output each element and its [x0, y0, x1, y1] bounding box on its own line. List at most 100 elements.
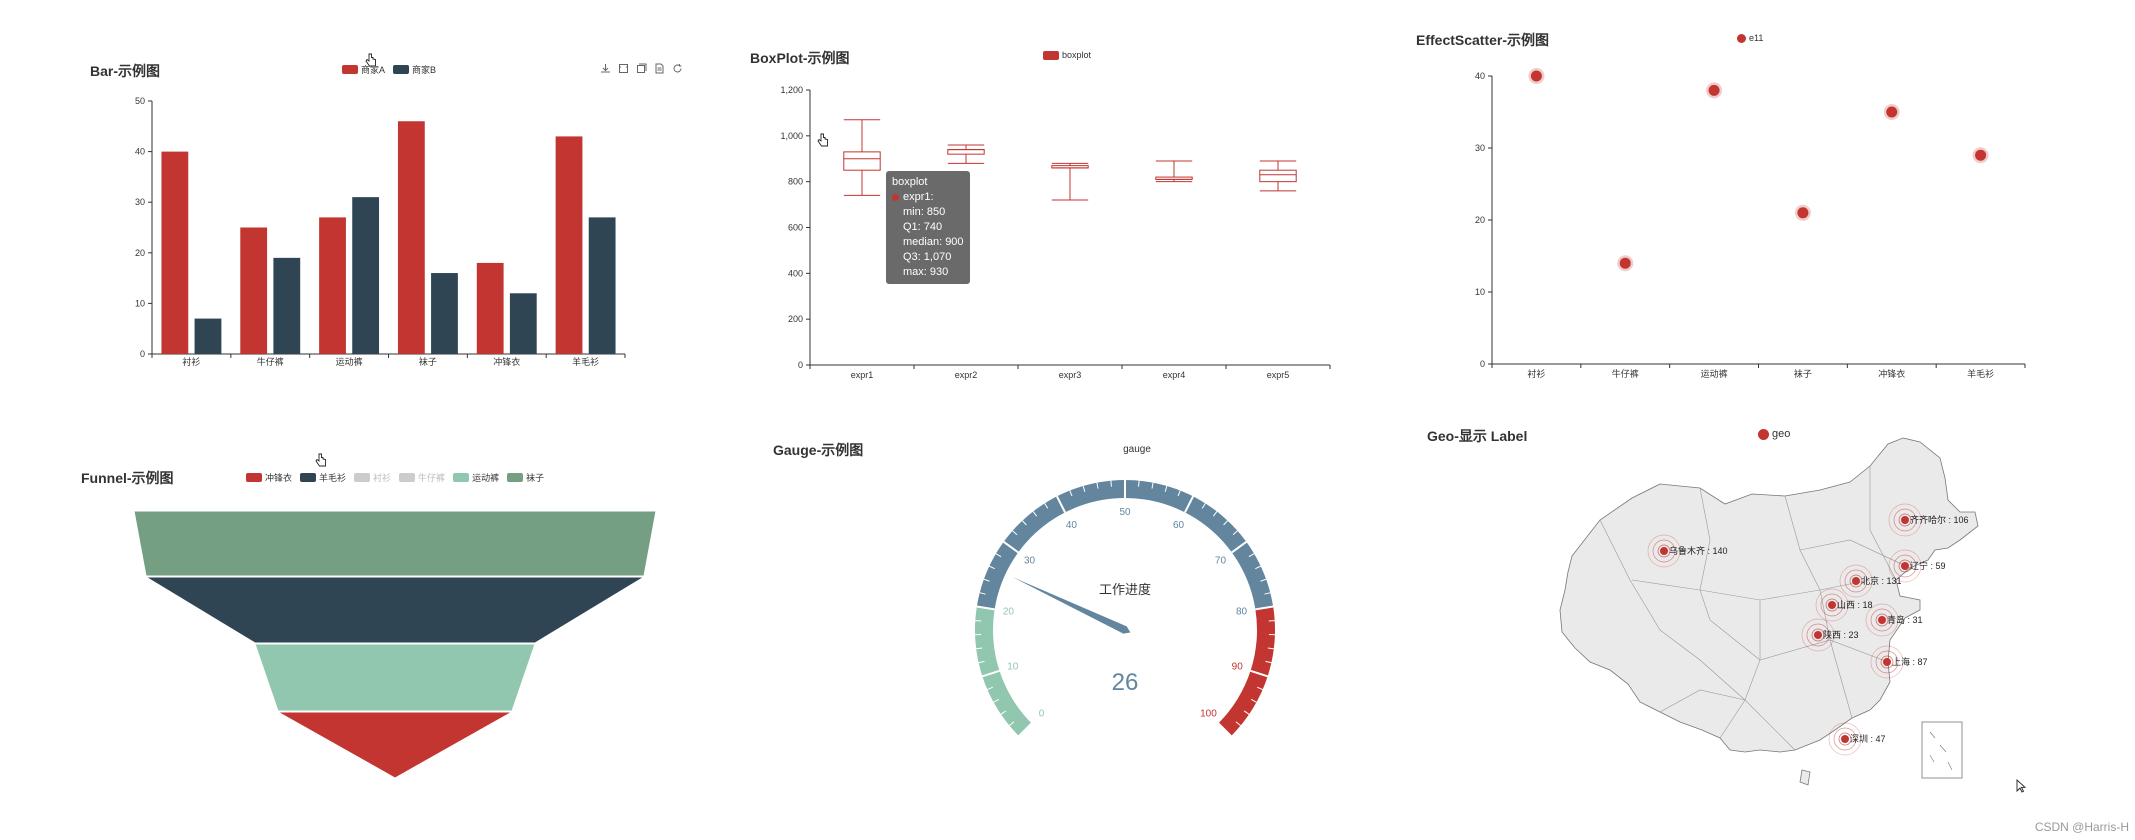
legend-swatch — [1758, 428, 1769, 440]
y-tick-label: 800 — [788, 177, 803, 187]
legend-item-5[interactable]: 袜子 — [507, 471, 544, 484]
x-tick-label: 衬衫 — [182, 356, 200, 367]
x-tick-label: expr4 — [1163, 370, 1186, 380]
effect-ripple — [1811, 628, 1825, 642]
gauge-split — [1009, 721, 1015, 726]
data-view-icon[interactable] — [654, 63, 665, 74]
gauge-band — [1218, 606, 1275, 737]
y-tick-label: 600 — [788, 223, 803, 233]
legend-item-e11[interactable]: e11 — [1737, 33, 1763, 43]
funnel-chart-panel: Funnel-示例图 冲锋衣 羊毛衫 衬衫 牛仔裤 运动裤 袜子 — [0, 400, 700, 840]
gauge-tick-label: 40 — [1066, 520, 1078, 531]
x-tick-label: expr1 — [851, 370, 874, 380]
gauge-split — [1082, 485, 1086, 492]
hand-cursor-icon — [315, 453, 326, 467]
geo-label: 山西 : 18 — [1837, 600, 1873, 610]
legend-item-4[interactable]: 运动裤 — [453, 471, 499, 484]
gauge-split — [1223, 520, 1229, 526]
boxplot-chart-title: BoxPlot-示例图 — [750, 50, 850, 66]
geo-marker — [1883, 658, 1891, 666]
download-icon[interactable] — [600, 63, 611, 74]
boxplot-tooltip: boxplot expr1: min: 850 Q1: 740 median: … — [886, 171, 970, 284]
gauge-split — [1056, 495, 1066, 513]
geo-label: 乌鲁木齐 : 140 — [1669, 545, 1728, 556]
bar-chart-panel: Bar-示例图 商家A 商家B 0 10 20 30 40 50 衬衫 牛仔裤 运动裤 袜子 冲锋衣… — [0, 0, 700, 400]
tooltip-marker — [892, 194, 899, 201]
funnel-chart-legend: 冲锋衣 羊毛衫 衬衫 牛仔裤 运动裤 袜子 — [246, 471, 544, 484]
gauge-split — [1267, 647, 1274, 650]
legend-label: 商家B — [412, 65, 437, 75]
geo-chart-title: Geo-显示 Label — [1427, 428, 1528, 444]
tooltip-median: median: 900 — [903, 236, 964, 248]
gauge-split — [979, 592, 986, 595]
tooltip-q3: Q3: 1,070 — [903, 251, 952, 263]
effect-ripple — [1647, 534, 1681, 568]
geo-marker — [1852, 577, 1860, 585]
effect-ripple — [1870, 645, 1904, 679]
gauge-split — [1235, 721, 1241, 726]
scatter-point — [1708, 84, 1720, 96]
funnel-layer — [144, 576, 646, 644]
gauge-tick-label: 100 — [1200, 708, 1217, 719]
geo-point: 上海 : 87 — [1870, 645, 1928, 679]
zoom-icon[interactable] — [618, 63, 629, 74]
bar-chart-plot: 0 10 20 30 40 50 衬衫 牛仔裤 运动裤 袜子 冲锋衣 羊毛衫 — [135, 96, 626, 367]
scatter-chart-plot: 0 10 20 30 40 衬衫 牛仔裤 运动裤 袜子 冲锋衣 羊毛衫 — [1475, 68, 2026, 379]
y-tick-label: 20 — [1475, 215, 1485, 225]
province-border — [1699, 487, 1711, 621]
legend-label: 袜子 — [526, 473, 545, 483]
bar — [476, 262, 504, 354]
gauge-label: 工作进度 — [1099, 582, 1151, 597]
x-tick-label: 袜子 — [419, 356, 437, 367]
legend-swatch — [453, 473, 470, 482]
gauge-split — [1255, 605, 1274, 611]
legend-item-1[interactable]: 羊毛衫 — [300, 471, 346, 484]
bar — [194, 318, 222, 354]
refresh-icon[interactable] — [672, 63, 683, 74]
gauge-pointer — [1012, 577, 1131, 634]
x-tick-label: 冲锋衣 — [493, 356, 520, 367]
legend-swatch — [1737, 33, 1746, 43]
restore-zoom-icon[interactable] — [636, 63, 647, 74]
legend-label: 商家A — [361, 65, 386, 75]
legend-label: 羊毛衫 — [319, 473, 347, 483]
geo-chart-panel: Geo-显示 Label geo 乌鲁木齐 : 140 齐齐哈尔 : 106 辽宁 … — [1400, 400, 2135, 840]
legend-item-3[interactable]: 牛仔裤 — [399, 471, 445, 484]
gauge-split — [1232, 530, 1238, 536]
legend-item-series-a[interactable]: 商家A — [342, 63, 385, 76]
x-tick-label: 运动裤 — [1701, 368, 1728, 379]
legend-item-0[interactable]: 冲锋衣 — [246, 471, 292, 484]
y-tick-label: 200 — [788, 314, 803, 324]
legend-item-boxplot[interactable]: boxplot — [1043, 50, 1091, 60]
gauge-split — [987, 686, 994, 691]
tooltip-title: boxplot — [892, 176, 928, 188]
geo-marker — [1841, 735, 1849, 743]
gauge-tick-label: 30 — [1024, 556, 1036, 567]
gauge-tick-label: 0 — [1039, 708, 1045, 719]
gauge-split — [1110, 480, 1112, 487]
y-tick-label: 30 — [1475, 143, 1485, 153]
box — [947, 149, 985, 155]
scatter-point — [1619, 257, 1631, 269]
x-tick-label: 运动裤 — [336, 356, 363, 367]
y-tick-label: 1,200 — [780, 85, 803, 95]
gauge-split — [1003, 541, 1019, 554]
gauge-tick-label: 50 — [1119, 507, 1131, 518]
legend-item-geo[interactable]: geo — [1758, 428, 1790, 440]
legend-item-series-b[interactable]: 商家B — [393, 63, 436, 76]
hainan-island — [1799, 769, 1811, 786]
gauge-split — [1231, 541, 1247, 554]
geo-point: 陕西 : 23 — [1801, 618, 1859, 652]
x-tick-label: 牛仔裤 — [1612, 368, 1639, 379]
box-item — [947, 144, 985, 164]
tooltip-series: expr1: — [903, 191, 934, 203]
geo-label: 青岛 : 31 — [1887, 614, 1923, 625]
effect-ripple — [1898, 513, 1912, 527]
x-tick-label: 袜子 — [1794, 368, 1812, 379]
hand-cursor-icon — [365, 53, 376, 67]
legend-item-2[interactable]: 衬衫 — [354, 471, 391, 484]
geo-label: 上海 : 87 — [1892, 656, 1928, 667]
bar — [397, 121, 425, 355]
box — [843, 151, 881, 171]
gauge-split — [989, 565, 995, 570]
